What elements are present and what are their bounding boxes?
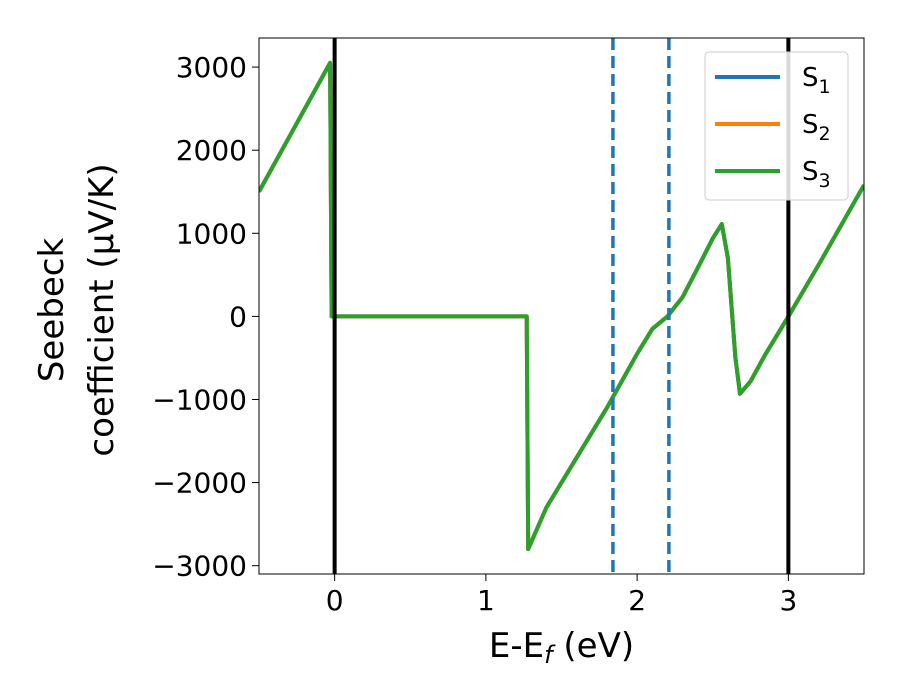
x-axis: 0 1 2 3 [326,574,797,617]
x-tick-label: 0 [326,584,344,617]
y-axis-label-line2: coefficient (μV/K) [82,163,122,456]
x-tick-label: 3 [779,584,797,617]
x-tick-label: 2 [628,584,646,617]
y-axis-label: Seebeck coefficient (μV/K) [32,163,122,456]
plot-frame [258,37,865,575]
legend-label-1: S1 [802,63,831,98]
y-tick-label: −3000 [152,550,247,583]
y-tick-label: 0 [229,300,247,333]
y-axis-label-line1: Seebeck [32,238,72,383]
y-tick-label: −2000 [152,467,247,500]
x-axis-label-main: E-E [489,626,544,666]
x-axis-label-unit: (eV) [553,626,635,666]
legend: S1 S2 S3 [704,51,849,201]
legend-label-2: S2 [802,110,831,145]
x-tick-label: 1 [477,584,495,617]
y-tick-label: 3000 [176,51,247,84]
x-axis-label: E-Ef (eV) [489,626,634,669]
y-axis: −3000 −2000 −1000 0 1000 2000 3000 [152,51,259,583]
y-tick-label: 2000 [176,134,247,167]
legend-label-3: S3 [802,157,831,192]
series-line-3 [259,60,864,552]
y-tick-label: 1000 [176,217,247,250]
y-tick-label: −1000 [152,383,247,416]
